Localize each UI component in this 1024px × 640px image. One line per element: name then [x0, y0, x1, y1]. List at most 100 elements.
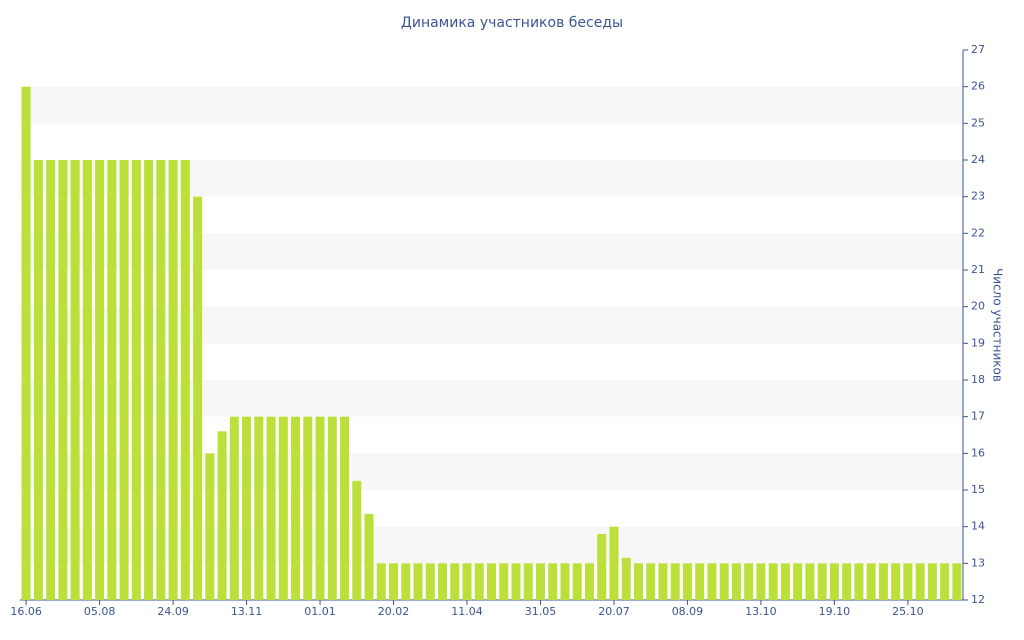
y-tick-label: 26 [971, 80, 985, 93]
bar [376, 563, 386, 600]
bar [780, 563, 790, 600]
bar [744, 563, 754, 600]
x-tick-label: 31.05 [525, 605, 557, 618]
bar [756, 563, 766, 600]
bar [952, 563, 962, 600]
bar [817, 563, 827, 600]
x-tick-label: 11.04 [451, 605, 483, 618]
bar [131, 160, 141, 600]
bar [438, 563, 448, 600]
y-tick-label: 22 [971, 226, 985, 239]
chart-title: Динамика участников беседы [401, 15, 623, 31]
bar [364, 513, 374, 600]
x-tick-label: 01.01 [304, 605, 336, 618]
bar [842, 563, 852, 600]
bar [254, 416, 264, 600]
bar [33, 160, 43, 600]
bar [915, 563, 925, 600]
bar [144, 160, 154, 600]
bar [168, 160, 178, 600]
bar [891, 563, 901, 600]
bar [58, 160, 68, 600]
bar [450, 563, 460, 600]
bar [205, 453, 215, 600]
bar [315, 416, 325, 600]
y-tick-label: 20 [971, 300, 985, 313]
bar [560, 563, 570, 600]
bar [523, 563, 533, 600]
bar [719, 563, 729, 600]
x-tick-label: 13.11 [231, 605, 263, 618]
bar [217, 431, 227, 600]
y-tick-label: 12 [971, 593, 985, 606]
bar [609, 526, 619, 600]
bar [548, 563, 558, 600]
bar [646, 563, 656, 600]
y-tick-label: 18 [971, 373, 985, 386]
bar [425, 563, 435, 600]
bar [670, 563, 680, 600]
y-tick-label: 27 [971, 43, 985, 56]
y-tick-label: 16 [971, 446, 985, 459]
bar [193, 196, 203, 600]
bar [793, 563, 803, 600]
bar [242, 416, 252, 600]
bar [82, 160, 92, 600]
x-tick-label: 20.02 [378, 605, 410, 618]
bar [352, 480, 362, 600]
bar [829, 563, 839, 600]
bar [401, 563, 411, 600]
bar [119, 160, 129, 600]
bar [303, 416, 313, 600]
y-tick-label: 25 [971, 116, 985, 129]
bar [854, 563, 864, 600]
bar [535, 563, 545, 600]
bar [327, 416, 337, 600]
x-tick-label: 05.08 [84, 605, 116, 618]
y-tick-label: 14 [971, 520, 985, 533]
bar [511, 563, 521, 600]
bar [95, 160, 105, 600]
x-tick-label: 19.10 [819, 605, 851, 618]
bar [291, 416, 301, 600]
bar [695, 563, 705, 600]
bar [768, 563, 778, 600]
bar [46, 160, 56, 600]
bar [278, 416, 288, 600]
y-tick-label: 21 [971, 263, 985, 276]
bar [499, 563, 509, 600]
x-tick-label: 08.09 [672, 605, 704, 618]
bar [866, 563, 876, 600]
bar [413, 563, 423, 600]
bar [621, 557, 631, 600]
bar [340, 416, 350, 600]
bar [21, 86, 31, 600]
bar [927, 563, 937, 600]
bar [633, 563, 643, 600]
x-tick-label: 24.09 [157, 605, 189, 618]
y-tick-label: 13 [971, 556, 985, 569]
bar [462, 563, 472, 600]
bar [70, 160, 80, 600]
bar [731, 563, 741, 600]
bar [682, 563, 692, 600]
bar [584, 563, 594, 600]
y-tick-label: 15 [971, 483, 985, 496]
bar [180, 160, 190, 600]
bar [572, 563, 582, 600]
bar [878, 563, 888, 600]
bar [658, 563, 668, 600]
y-axis-label: Число участников [991, 268, 1005, 382]
y-tick-label: 24 [971, 153, 985, 166]
x-tick-label: 20.07 [598, 605, 630, 618]
bar [389, 563, 399, 600]
bar [229, 416, 239, 600]
bar [805, 563, 815, 600]
grid-band [20, 86, 963, 124]
bar [266, 416, 276, 600]
bar [903, 563, 913, 600]
x-tick-label: 16.06 [10, 605, 42, 618]
bar [940, 563, 950, 600]
